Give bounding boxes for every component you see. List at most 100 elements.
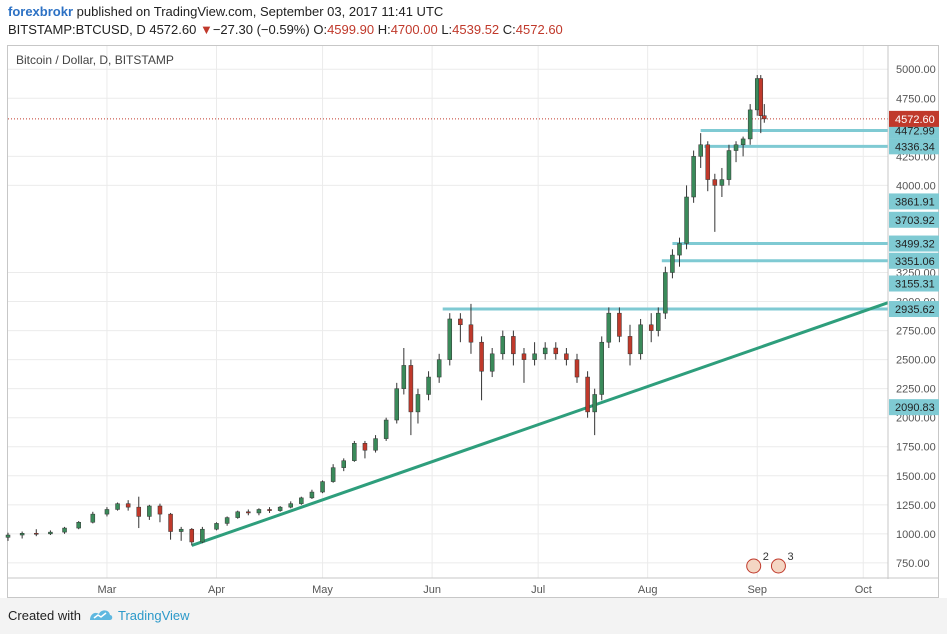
candle	[592, 388, 597, 436]
candle	[638, 318, 643, 360]
candle-body	[663, 272, 668, 314]
low-value: 4539.52	[452, 22, 500, 37]
price-tick-label: 4000.00	[896, 180, 936, 192]
candle-body	[34, 533, 39, 535]
last-price: 4572.60	[149, 22, 197, 37]
time-tick-label: Jun	[423, 584, 441, 596]
candle-body	[592, 394, 597, 413]
candle-body	[740, 138, 746, 145]
candle-body	[500, 336, 506, 355]
candle	[408, 359, 414, 436]
candle-body	[362, 443, 368, 451]
price-axis[interactable]: 750.00 1000.00 1250.00 1500.00 1750.00 2000.0…	[887, 46, 939, 579]
candle-body	[677, 243, 682, 256]
candle-body	[574, 359, 580, 378]
candle	[447, 313, 453, 366]
candle	[394, 382, 400, 424]
symbol-label: BITSTAMP:BTCUSD, D	[8, 22, 146, 37]
candle-body	[726, 150, 732, 180]
down-arrow-icon: ▼	[199, 22, 213, 37]
candle	[147, 504, 152, 520]
price-tick-label: 1250.00	[896, 500, 936, 512]
candle-body	[352, 443, 357, 461]
time-tick-label: Aug	[638, 584, 658, 596]
candle-body	[104, 509, 110, 515]
chart-header: forexbrokr published on TradingView.com,…	[0, 0, 947, 44]
candle-body	[733, 144, 739, 151]
candle	[330, 464, 336, 483]
candle-body	[511, 336, 516, 355]
time-axis[interactable]: Mar Apr May Jun Jul Aug Sep Oct	[8, 577, 938, 596]
candle-body	[168, 513, 173, 532]
price-tick-label: 4750.00	[896, 93, 936, 105]
candle-body	[401, 365, 407, 389]
candle-body	[235, 511, 240, 518]
candle	[758, 75, 764, 134]
candle-body	[62, 527, 67, 533]
level-tag-label: 2090.83	[895, 402, 935, 414]
open-label: O:	[313, 22, 328, 37]
tradingview-brand[interactable]: TradingView	[118, 608, 190, 623]
candle	[5, 532, 11, 541]
candle	[309, 489, 315, 500]
price-tick-label: 2000.00	[896, 413, 936, 425]
quote-line: BITSTAMP:BTCUSD, D 4572.60 ▼−27.30 (−0.5…	[8, 22, 563, 37]
candle-body	[719, 179, 725, 186]
level-tag-label: 4336.34	[895, 141, 935, 153]
candle	[684, 185, 689, 250]
footer: Created with TradingView	[0, 598, 947, 634]
candle	[200, 526, 205, 544]
candle	[542, 342, 548, 360]
candle	[712, 173, 718, 232]
candle	[511, 330, 516, 366]
candle-body	[532, 353, 537, 360]
candle-body	[76, 521, 81, 529]
candle	[104, 507, 110, 517]
candle	[691, 150, 696, 203]
candle-body	[246, 511, 251, 514]
candle	[90, 511, 96, 524]
candle	[436, 353, 442, 383]
candle	[670, 249, 675, 279]
price-tick-label: 750.00	[896, 558, 930, 570]
candle	[705, 141, 711, 192]
candle-body	[277, 506, 283, 511]
candle	[500, 330, 506, 360]
candle	[19, 531, 25, 539]
candles-layer	[5, 75, 767, 546]
price-tick-label: 2250.00	[896, 384, 936, 396]
candle	[125, 500, 131, 511]
candle-body	[564, 353, 569, 360]
candle-body	[341, 460, 346, 468]
candle-body	[599, 341, 604, 395]
candle-body	[330, 467, 336, 482]
candle	[648, 313, 654, 343]
candle	[115, 502, 120, 511]
candle	[656, 307, 661, 337]
candle-body	[189, 528, 195, 543]
candle-body	[214, 523, 219, 530]
level-tag	[889, 138, 939, 155]
level-tag-label: 4472.99	[895, 125, 935, 137]
publish-line: forexbrokr published on TradingView.com,…	[8, 4, 443, 19]
author-link[interactable]: forexbrokr	[8, 4, 74, 19]
candle-body	[125, 503, 131, 508]
candle	[136, 496, 142, 529]
price-tick-label: 2750.00	[896, 326, 936, 338]
candle-body	[705, 144, 711, 180]
candle	[733, 141, 739, 163]
candle	[627, 324, 633, 366]
candle-body	[670, 254, 675, 273]
candle	[599, 336, 604, 401]
candle	[479, 336, 484, 401]
candle	[762, 104, 767, 123]
level-tag-label: 3155.31	[895, 279, 935, 291]
candle-body	[656, 312, 661, 331]
candle-body	[309, 491, 315, 499]
time-tick-label: May	[312, 584, 333, 596]
chart-frame[interactable]	[7, 45, 939, 598]
candle-body	[200, 528, 205, 543]
candle	[168, 512, 173, 540]
candle	[698, 133, 703, 168]
